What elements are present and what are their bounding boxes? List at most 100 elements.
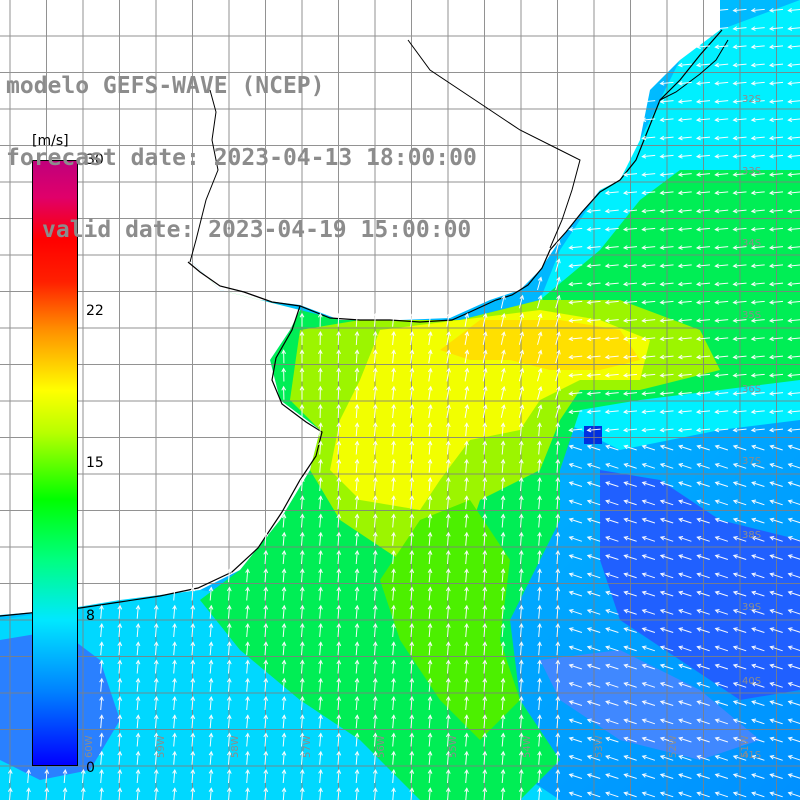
- wind-arrow: [750, 226, 765, 232]
- wind-arrow: [787, 190, 800, 196]
- wind-arrow: [623, 572, 637, 579]
- wind-arrow: [622, 409, 638, 415]
- latitude-label: 36S: [742, 384, 761, 395]
- wind-arrow: [769, 463, 783, 469]
- wind-arrow: [568, 409, 583, 415]
- wind-arrow: [518, 732, 524, 747]
- wind-arrow: [445, 750, 451, 765]
- wind-arrow: [555, 440, 561, 455]
- wind-arrow: [696, 718, 710, 725]
- wind-arrow: [695, 62, 711, 68]
- wind-arrow: [568, 554, 583, 560]
- wind-arrow: [500, 440, 506, 455]
- wind-arrow: [787, 609, 800, 615]
- wind-arrow: [568, 663, 583, 670]
- wind-arrow: [641, 226, 656, 232]
- wind-arrow: [604, 208, 619, 214]
- wind-arrow: [568, 245, 583, 250]
- wind-arrow: [372, 677, 378, 692]
- wind-arrow: [299, 476, 305, 492]
- wind-arrow: [659, 336, 674, 342]
- wind-arrow: [678, 718, 692, 725]
- wind-arrow: [714, 444, 729, 451]
- wind-arrow: [750, 281, 765, 287]
- wind-arrow: [281, 549, 287, 565]
- wind-arrow: [568, 682, 583, 688]
- wind-arrow: [318, 549, 323, 565]
- wind-arrow: [732, 663, 747, 670]
- wind-arrow: [677, 427, 692, 433]
- wind-arrow: [623, 645, 637, 652]
- wind-arrow: [226, 659, 232, 674]
- wind-arrow: [172, 695, 177, 711]
- wind-arrow: [714, 208, 729, 214]
- wind-arrow: [750, 117, 765, 123]
- wind-arrow: [464, 367, 470, 382]
- wind-arrow: [732, 499, 747, 506]
- wind-arrow: [714, 190, 729, 196]
- wind-arrow: [391, 641, 396, 656]
- wind-arrow: [500, 750, 506, 765]
- wind-arrow: [372, 476, 378, 492]
- wind-arrow: [445, 768, 451, 784]
- wind-arrow: [263, 714, 269, 729]
- wind-arrow: [391, 732, 396, 747]
- wind-arrow: [695, 427, 711, 433]
- wind-arrow: [427, 367, 433, 382]
- wind-arrow: [732, 572, 747, 579]
- wind-arrow: [427, 568, 433, 583]
- wind-arrow: [245, 677, 250, 692]
- wind-arrow: [695, 99, 711, 104]
- wind-arrow: [555, 349, 561, 364]
- wind-arrow: [482, 714, 488, 729]
- wind-arrow: [659, 590, 674, 597]
- wind-arrow: [622, 172, 638, 177]
- wind-arrow: [500, 549, 506, 565]
- wind-arrow: [464, 404, 470, 418]
- wind-arrow: [391, 659, 396, 674]
- wind-arrow: [695, 391, 711, 396]
- wind-arrow: [586, 609, 601, 615]
- wind-arrow: [299, 568, 305, 583]
- wind-arrow: [768, 172, 784, 177]
- wind-arrow: [678, 444, 692, 451]
- wind-arrow: [732, 791, 747, 798]
- wind-arrow: [586, 663, 601, 670]
- wind-arrow: [586, 299, 601, 305]
- wind-arrow: [659, 172, 674, 177]
- wind-arrow: [769, 791, 783, 798]
- wind-arrow: [769, 627, 783, 633]
- wind-arrow: [445, 641, 451, 656]
- wind-arrow: [555, 476, 561, 492]
- wind-arrow: [787, 554, 800, 560]
- wind-arrow: [732, 391, 747, 396]
- wind-arrow: [678, 590, 692, 597]
- wind-arrow: [372, 622, 378, 638]
- wind-arrow: [500, 695, 506, 711]
- wind-arrow: [714, 318, 729, 323]
- wind-arrow: [226, 568, 232, 583]
- wind-arrow: [696, 755, 710, 761]
- wind-arrow: [732, 99, 747, 104]
- wind-arrow: [641, 536, 656, 542]
- wind-arrow: [500, 404, 506, 418]
- wind-arrow: [172, 622, 177, 638]
- wind-arrow: [427, 586, 433, 601]
- longitude-label: 53W: [594, 735, 605, 758]
- wind-arrow: [354, 403, 360, 419]
- wind-arrow: [318, 440, 323, 455]
- latitude-label: 37S: [742, 456, 761, 467]
- wind-arrow: [537, 276, 543, 291]
- wind-arrow: [586, 718, 601, 725]
- wind-arrow: [464, 531, 469, 546]
- wind-arrow: [482, 677, 488, 692]
- wind-arrow: [732, 172, 747, 177]
- wind-arrow: [281, 622, 287, 638]
- wind-arrow: [518, 476, 524, 492]
- wind-arrow: [659, 281, 674, 287]
- wind-arrow: [190, 641, 196, 656]
- wind-arrow: [537, 695, 542, 711]
- wind-arrow: [641, 190, 656, 196]
- wind-arrow: [750, 26, 765, 31]
- wind-arrow: [445, 422, 451, 437]
